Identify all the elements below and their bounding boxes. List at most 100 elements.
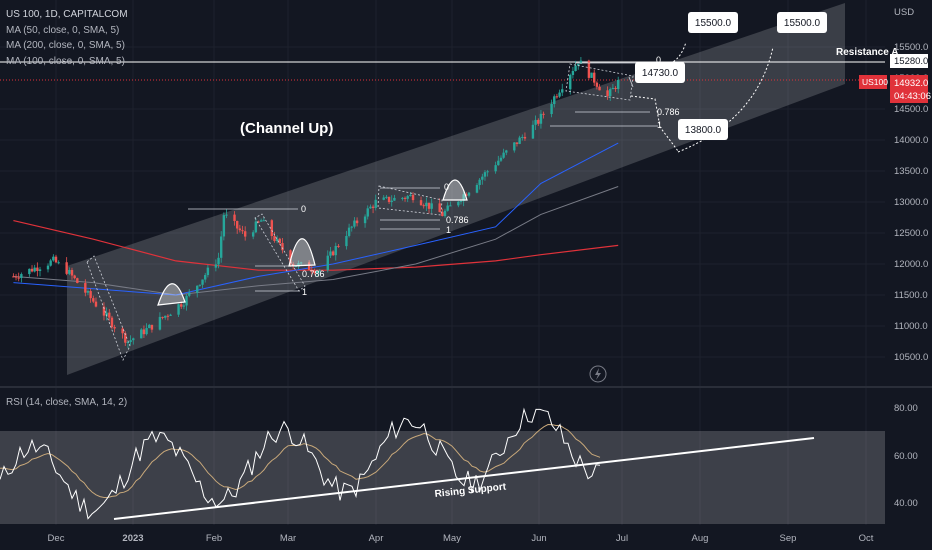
- candle-body: [542, 113, 545, 115]
- candle-body: [355, 220, 359, 224]
- candle-body: [427, 202, 431, 209]
- candle-body: [257, 221, 260, 223]
- symbol-line: US 100, 1D, CAPITALCOM: [6, 9, 128, 20]
- candle-body: [614, 87, 617, 90]
- fib-label: 0: [444, 182, 449, 192]
- candle-body: [289, 250, 292, 264]
- candle-body: [46, 265, 50, 270]
- candle-body: [569, 74, 572, 90]
- candle-body: [539, 113, 543, 124]
- price-tick: 11000.0: [894, 321, 928, 332]
- candle-body: [161, 316, 164, 318]
- candle-body: [449, 205, 452, 207]
- candle-body: [350, 226, 353, 228]
- candle-body: [425, 202, 428, 207]
- candle-body: [467, 192, 471, 196]
- candle-body: [606, 90, 609, 97]
- rsi-line: [0, 407, 601, 520]
- candle-body: [403, 197, 407, 199]
- candle-body: [110, 317, 114, 328]
- candle-body: [140, 329, 143, 339]
- candle-body: [142, 329, 146, 335]
- candle-body: [113, 327, 116, 329]
- candle-body: [70, 269, 74, 276]
- candle-body: [204, 275, 207, 280]
- candle-body: [262, 220, 266, 222]
- candle-body: [38, 269, 42, 272]
- rsi-title: RSI (14, close, SMA, 14, 2): [6, 397, 127, 408]
- candle-body: [366, 208, 369, 217]
- candle-body: [390, 200, 393, 203]
- candle-body: [363, 216, 367, 224]
- time-tick: Aug: [692, 533, 709, 544]
- candle-body: [30, 268, 34, 272]
- time-tick: Dec: [48, 533, 65, 544]
- candle-body: [465, 194, 468, 196]
- candle-body: [219, 236, 223, 258]
- projection-paths: [630, 41, 774, 153]
- candle-body: [206, 267, 210, 276]
- lightning-icon[interactable]: [589, 365, 607, 383]
- candle-body: [329, 251, 332, 256]
- candle-body: [486, 171, 489, 173]
- candle-body: [145, 328, 148, 335]
- candle-body: [537, 119, 540, 124]
- candle-body: [20, 274, 23, 278]
- candle-body: [590, 72, 593, 78]
- candle-body: [481, 176, 484, 180]
- candle-body: [222, 215, 226, 237]
- candle-body: [555, 96, 559, 98]
- candle-body: [515, 142, 519, 144]
- price-tick: 10500.0: [894, 352, 928, 363]
- candle-body: [505, 150, 508, 153]
- candle-body: [577, 63, 580, 66]
- symbol-tag: US100: [862, 77, 888, 87]
- candle-body: [598, 86, 601, 91]
- fib-label: 0.786: [302, 269, 325, 279]
- candle-body: [299, 262, 303, 264]
- currency-label: USD: [894, 7, 914, 18]
- candle-body: [334, 245, 337, 256]
- candle-body: [68, 269, 71, 274]
- candle-body: [150, 324, 154, 330]
- channel-label: (Channel Up): [240, 120, 333, 137]
- time-tick: May: [443, 533, 461, 544]
- candle-body: [217, 257, 220, 265]
- fib-label: 1: [657, 120, 662, 130]
- time-tick: 2023: [122, 533, 143, 544]
- price-tick: 14500.0: [894, 104, 928, 115]
- candle-body: [462, 194, 465, 201]
- candle-body: [347, 227, 351, 236]
- candle-body: [310, 270, 313, 272]
- candle-body: [369, 206, 372, 209]
- candle-body: [94, 301, 98, 307]
- candle-body: [241, 230, 244, 232]
- rsi-axis: 80.00 60.00 40.00: [894, 403, 918, 509]
- candle-body: [12, 276, 15, 278]
- candle-body: [406, 196, 409, 199]
- candle-body: [478, 179, 481, 185]
- price-tick: 15500.0: [894, 42, 928, 53]
- candle-body: [126, 342, 130, 344]
- indicator-ma100: MA (100, close, 0, SMA, 5): [6, 56, 125, 67]
- candle-body: [497, 160, 500, 166]
- candle-body: [177, 304, 180, 315]
- candle-body: [553, 96, 556, 105]
- candle-body: [353, 220, 356, 227]
- candle-body: [73, 275, 76, 279]
- price-tick: 13500.0: [894, 166, 928, 177]
- callout-13800: 13800.0: [678, 119, 728, 140]
- price-tick: 13000.0: [894, 197, 928, 208]
- candle-body: [275, 238, 279, 242]
- candle-body: [587, 60, 591, 78]
- candle-body: [401, 197, 404, 199]
- candle-body: [499, 157, 503, 161]
- time-tick: Jun: [531, 533, 546, 544]
- candle-body: [326, 255, 329, 271]
- fib-label: 1: [446, 225, 451, 235]
- candle-body: [166, 315, 170, 317]
- candle-body: [129, 340, 132, 343]
- candle-body: [345, 235, 348, 247]
- candle-body: [233, 214, 236, 221]
- time-tick: Sep: [780, 533, 797, 544]
